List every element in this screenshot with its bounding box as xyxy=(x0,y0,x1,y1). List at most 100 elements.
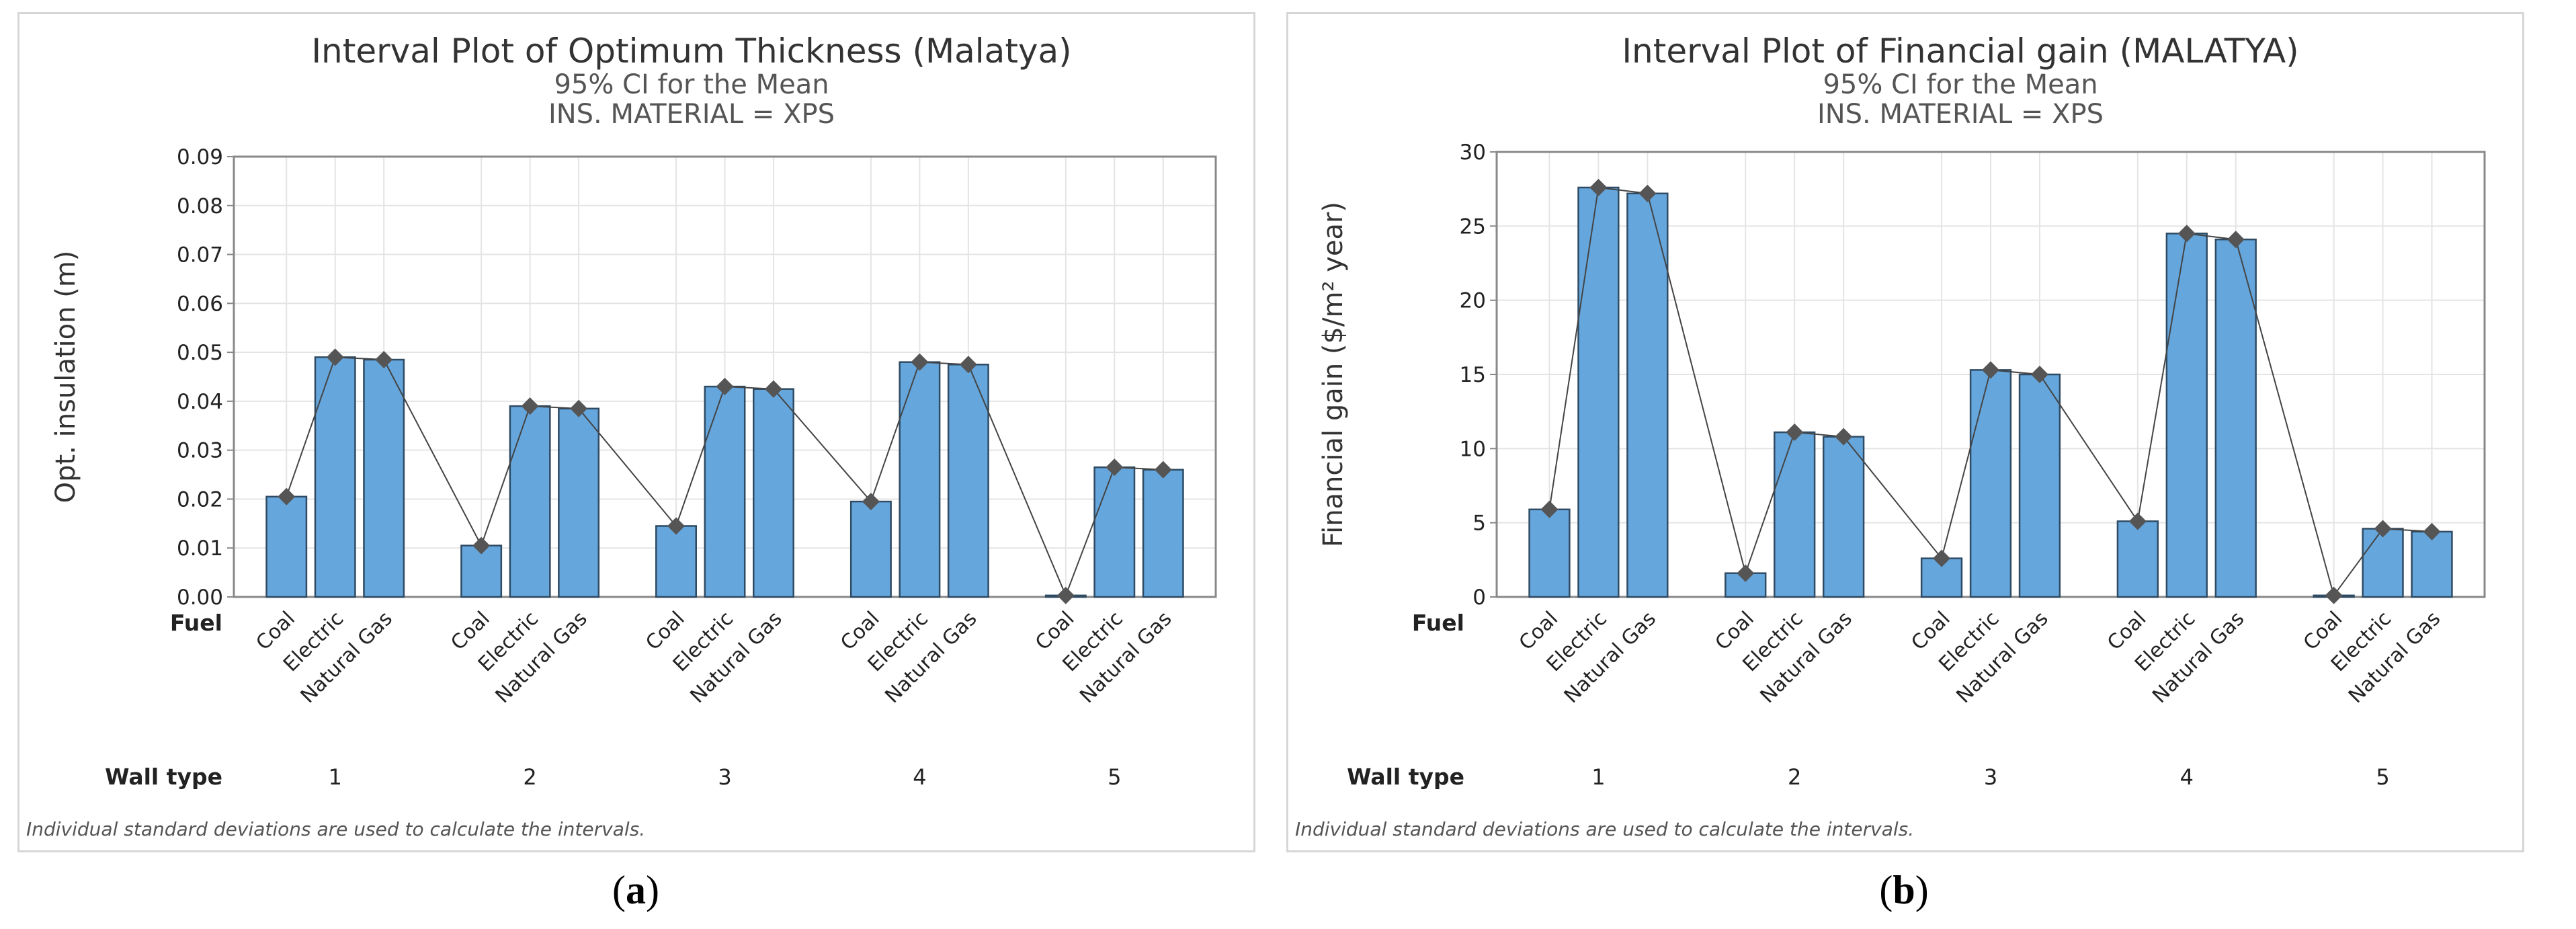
mean-marker xyxy=(1154,460,1172,479)
mean-marker xyxy=(375,351,393,369)
bar xyxy=(2362,528,2404,598)
y-tick-label: 25 xyxy=(1460,214,1486,239)
mean-marker xyxy=(2227,231,2245,249)
fuel-row-label: Fuel xyxy=(170,610,222,636)
bar xyxy=(1577,186,1620,598)
y-tick-label: 0.02 xyxy=(177,487,223,512)
bar xyxy=(753,388,794,598)
chart-footnote: Individual standard deviations are used … xyxy=(1295,818,1914,840)
bar xyxy=(1969,369,2012,598)
bar xyxy=(1774,431,1816,598)
chart-subtitle-material: INS. MATERIAL = XPS xyxy=(548,99,835,130)
y-axis-label: Opt. insulation (m) xyxy=(50,251,81,503)
mean-marker xyxy=(2128,512,2147,530)
y-tick-label: 0.05 xyxy=(177,341,223,365)
bar xyxy=(1093,466,1136,598)
chart-subtitle-ci: 95% CI for the Mean xyxy=(554,69,829,100)
wall-type-row-label: Wall type xyxy=(105,764,222,790)
wall-type-group-label: 4 xyxy=(2180,764,2194,790)
interval-plot-optimum-thickness: Interval Plot of Optimum Thickness (Mala… xyxy=(26,32,1217,840)
mean-marker xyxy=(2325,586,2343,604)
bar xyxy=(2018,373,2061,598)
mean-marker xyxy=(521,397,539,415)
mean-marker xyxy=(1106,458,1124,477)
figure-caption-a: (a) xyxy=(569,867,703,914)
bar xyxy=(849,500,892,598)
chart-title: Interval Plot of Financial gain (MALATYA… xyxy=(1622,32,2298,71)
bar xyxy=(2116,520,2159,598)
wall-type-group-label: 1 xyxy=(1591,764,1605,790)
bar xyxy=(1528,508,1571,598)
mean-marker xyxy=(862,493,880,511)
mean-marker xyxy=(570,399,588,417)
bar xyxy=(2411,530,2453,598)
mean-marker xyxy=(278,487,296,506)
bar xyxy=(1626,192,1669,598)
y-tick-label: 10 xyxy=(1460,437,1486,461)
mean-marker xyxy=(716,378,734,396)
wall-type-group-label: 5 xyxy=(1108,764,1121,790)
bar xyxy=(2214,238,2257,598)
mean-marker xyxy=(2374,520,2392,538)
y-tick-label: 0.06 xyxy=(177,292,223,316)
mean-marker xyxy=(1737,564,1755,582)
chart-panel-b: Interval Plot of Financial gain (MALATYA… xyxy=(1286,12,2524,852)
wall-type-group-label: 2 xyxy=(1788,764,1801,790)
bar xyxy=(899,361,941,598)
mean-marker xyxy=(764,380,782,398)
bar xyxy=(509,405,551,598)
bar xyxy=(363,358,405,598)
y-tick-label: 0.00 xyxy=(177,585,223,610)
wall-type-group-label: 5 xyxy=(2376,764,2389,790)
wall-type-group-label: 2 xyxy=(523,764,536,790)
y-tick-label: 20 xyxy=(1460,289,1486,313)
caption-open-paren: ( xyxy=(1879,868,1893,912)
mean-marker xyxy=(1835,428,1853,446)
bar xyxy=(704,385,746,598)
interval-plot-financial-gain: Interval Plot of Financial gain (MALATYA… xyxy=(1295,32,2486,840)
y-axis-label: Financial gain ($/m² year) xyxy=(1318,202,1349,547)
caption-open-paren: ( xyxy=(612,868,626,912)
mean-marker xyxy=(2177,225,2196,243)
y-tick-label: 0.08 xyxy=(177,194,223,218)
bar xyxy=(2165,233,2208,598)
mean-marker xyxy=(911,353,929,371)
bar xyxy=(558,407,600,598)
mean-marker xyxy=(1540,500,1559,518)
wall-type-group-label: 3 xyxy=(718,764,731,790)
y-tick-label: 0.04 xyxy=(177,390,223,414)
wall-type-row-label: Wall type xyxy=(1347,764,1464,790)
figure-caption-b: (b) xyxy=(1837,867,1971,914)
caption-close-paren: ) xyxy=(1915,868,1929,912)
mean-marker xyxy=(472,536,491,555)
caption-close-paren: ) xyxy=(646,868,659,912)
wall-type-group-label: 1 xyxy=(329,764,342,790)
chart-panel-a: Interval Plot of Optimum Thickness (Mala… xyxy=(17,12,1255,852)
wall-type-group-label: 3 xyxy=(1984,764,1997,790)
y-tick-label: 30 xyxy=(1460,140,1486,165)
caption-letter: b xyxy=(1893,868,1915,912)
bar xyxy=(1142,469,1184,598)
y-tick-label: 0.03 xyxy=(177,439,223,463)
bar xyxy=(1822,436,1865,598)
y-tick-label: 0.07 xyxy=(177,243,223,268)
mean-marker xyxy=(1933,549,1951,567)
mean-marker xyxy=(2423,522,2441,540)
y-tick-label: 15 xyxy=(1460,363,1486,387)
wall-type-group-label: 4 xyxy=(913,764,926,790)
y-tick-label: 0 xyxy=(1472,585,1486,610)
mean-marker xyxy=(1589,178,1608,196)
mean-marker xyxy=(1982,361,1999,379)
chart-subtitle-material: INS. MATERIAL = XPS xyxy=(1817,99,2104,130)
y-tick-label: 0.09 xyxy=(177,145,223,169)
chart-footnote: Individual standard deviations are used … xyxy=(26,818,645,840)
bar xyxy=(314,356,356,598)
caption-letter: a xyxy=(626,868,646,912)
fuel-row-label: Fuel xyxy=(1412,610,1464,636)
mean-marker xyxy=(1056,586,1075,604)
mean-marker xyxy=(1638,184,1657,202)
mean-marker xyxy=(1786,423,1804,442)
mean-marker xyxy=(959,356,977,374)
mean-marker xyxy=(2030,366,2048,383)
chart-subtitle-ci: 95% CI for the Mean xyxy=(1823,69,2097,100)
